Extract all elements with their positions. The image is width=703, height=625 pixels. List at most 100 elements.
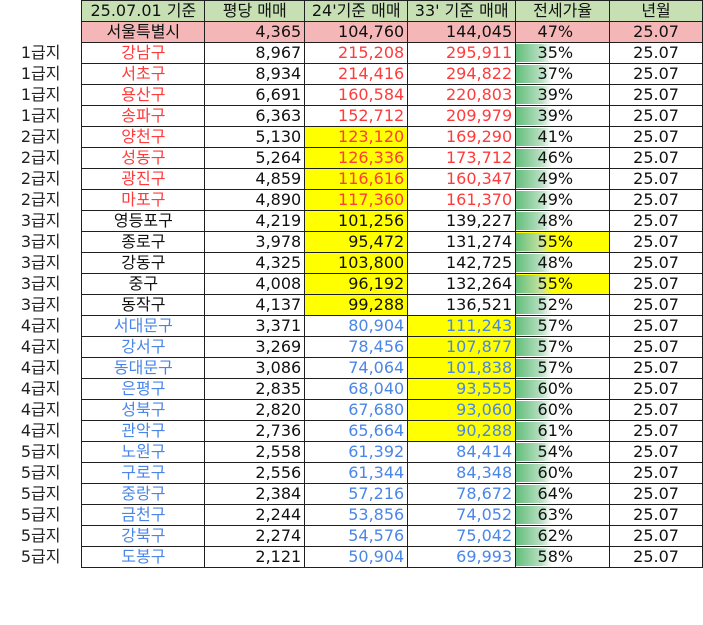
district-cell[interactable]: 관악구 [81,420,206,442]
jeonse-ratio-cell[interactable]: 46% [515,147,611,169]
pyeong-price-cell[interactable]: 3,978 [204,231,306,253]
year-month-cell[interactable]: 25.07 [609,504,703,526]
price-24-cell[interactable]: 61,392 [304,441,409,463]
price-33-cell[interactable]: 132,264 [407,273,517,295]
pyeong-price-cell[interactable]: 2,558 [204,441,306,463]
price-33-cell[interactable]: 136,521 [407,294,517,316]
jeonse-ratio-cell[interactable]: 54% [515,441,611,463]
pyeong-price-cell[interactable]: 5,130 [204,126,306,148]
city-ratio-cell[interactable]: 47% [515,21,611,43]
district-cell[interactable]: 은평구 [81,378,206,400]
pyeong-price-cell[interactable]: 2,820 [204,399,306,421]
price-33-cell[interactable]: 160,347 [407,168,517,190]
jeonse-ratio-cell[interactable]: 49% [515,189,611,211]
jeonse-ratio-cell[interactable]: 60% [515,399,611,421]
grade-cell[interactable]: 5급지 [20,463,61,482]
price-24-cell[interactable]: 160,584 [304,84,409,106]
price-24-cell[interactable]: 103,800 [304,252,409,274]
price-24-cell[interactable]: 117,360 [304,189,409,211]
district-cell[interactable]: 성북구 [81,399,206,421]
grade-cell[interactable]: 1급지 [20,43,61,62]
pyeong-price-cell[interactable]: 4,219 [204,210,306,232]
jeonse-ratio-cell[interactable]: 48% [515,210,611,232]
jeonse-ratio-cell[interactable]: 57% [515,357,611,379]
district-cell[interactable]: 도봉구 [81,546,206,568]
price-33-cell[interactable]: 111,243 [407,315,517,337]
year-month-cell[interactable]: 25.07 [609,525,703,547]
year-month-cell[interactable]: 25.07 [609,336,703,358]
grade-cell[interactable]: 3급지 [20,295,61,314]
price-33-cell[interactable]: 173,712 [407,147,517,169]
price-24-cell[interactable]: 116,616 [304,168,409,190]
price-24-cell[interactable]: 99,288 [304,294,409,316]
pyeong-price-cell[interactable]: 4,859 [204,168,306,190]
pyeong-price-cell[interactable]: 2,244 [204,504,306,526]
price-24-cell[interactable]: 96,192 [304,273,409,295]
year-month-cell[interactable]: 25.07 [609,189,703,211]
jeonse-ratio-cell[interactable]: 37% [515,63,611,85]
header-p24-cell[interactable]: 24'기준 매매 [304,0,409,22]
price-33-cell[interactable]: 101,838 [407,357,517,379]
district-cell[interactable]: 노원구 [81,441,206,463]
pyeong-price-cell[interactable]: 8,967 [204,42,306,64]
year-month-cell[interactable]: 25.07 [609,546,703,568]
header-date-cell[interactable]: 25.07.01 기준 [81,0,206,22]
year-month-cell[interactable]: 25.07 [609,210,703,232]
price-33-cell[interactable]: 84,414 [407,441,517,463]
price-24-cell[interactable]: 65,664 [304,420,409,442]
year-month-cell[interactable]: 25.07 [609,399,703,421]
price-24-cell[interactable]: 80,904 [304,315,409,337]
grade-cell[interactable]: 1급지 [20,64,61,83]
grade-cell[interactable]: 2급지 [20,127,61,146]
grade-cell[interactable]: 1급지 [20,85,61,104]
price-33-cell[interactable]: 139,227 [407,210,517,232]
year-month-cell[interactable]: 25.07 [609,63,703,85]
district-cell[interactable]: 동대문구 [81,357,206,379]
price-24-cell[interactable]: 61,344 [304,462,409,484]
district-cell[interactable]: 영등포구 [81,210,206,232]
price-33-cell[interactable]: 93,555 [407,378,517,400]
price-24-cell[interactable]: 50,904 [304,546,409,568]
year-month-cell[interactable]: 25.07 [609,273,703,295]
year-month-cell[interactable]: 25.07 [609,483,703,505]
pyeong-price-cell[interactable]: 3,371 [204,315,306,337]
pyeong-price-cell[interactable]: 3,086 [204,357,306,379]
header-blank-cell[interactable] [0,0,82,22]
grade-cell[interactable]: 2급지 [20,148,61,167]
price-24-cell[interactable]: 152,712 [304,105,409,127]
price-33-cell[interactable]: 78,672 [407,483,517,505]
price-24-cell[interactable]: 214,416 [304,63,409,85]
pyeong-price-cell[interactable]: 2,736 [204,420,306,442]
jeonse-ratio-cell[interactable]: 60% [515,462,611,484]
pyeong-price-cell[interactable]: 4,890 [204,189,306,211]
grade-cell[interactable]: 1급지 [20,106,61,125]
price-24-cell[interactable]: 215,208 [304,42,409,64]
price-24-cell[interactable]: 53,856 [304,504,409,526]
grade-cell[interactable]: 5급지 [20,547,61,566]
district-cell[interactable]: 금천구 [81,504,206,526]
year-month-cell[interactable]: 25.07 [609,231,703,253]
grade-cell[interactable]: 5급지 [20,505,61,524]
pyeong-price-cell[interactable]: 2,556 [204,462,306,484]
district-cell[interactable]: 마포구 [81,189,206,211]
header-pyeong-cell[interactable]: 평당 매매 [204,0,306,22]
price-24-cell[interactable]: 67,680 [304,399,409,421]
jeonse-ratio-cell[interactable]: 49% [515,168,611,190]
district-cell[interactable]: 서초구 [81,63,206,85]
grade-cell[interactable]: 5급지 [20,484,61,503]
price-33-cell[interactable]: 220,803 [407,84,517,106]
price-24-cell[interactable]: 78,456 [304,336,409,358]
city-ym-cell[interactable]: 25.07 [609,21,703,43]
jeonse-ratio-cell[interactable]: 57% [515,336,611,358]
jeonse-ratio-cell[interactable]: 39% [515,84,611,106]
district-cell[interactable]: 동작구 [81,294,206,316]
pyeong-price-cell[interactable]: 2,274 [204,525,306,547]
pyeong-price-cell[interactable]: 5,264 [204,147,306,169]
price-33-cell[interactable]: 90,288 [407,420,517,442]
price-33-cell[interactable]: 69,993 [407,546,517,568]
grade-cell[interactable]: 4급지 [20,358,61,377]
jeonse-ratio-cell[interactable]: 41% [515,126,611,148]
city-p33-cell[interactable]: 144,045 [407,21,517,43]
year-month-cell[interactable]: 25.07 [609,105,703,127]
price-33-cell[interactable]: 209,979 [407,105,517,127]
